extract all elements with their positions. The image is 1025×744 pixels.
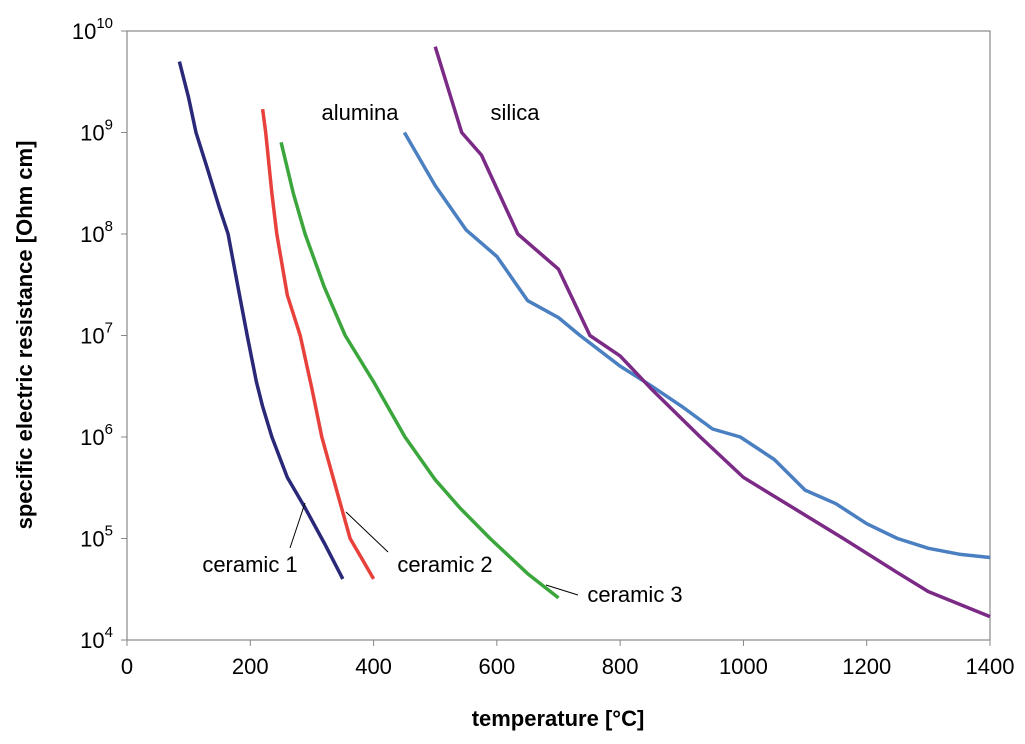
leader-line <box>545 584 579 596</box>
x-tick-label: 600 <box>478 654 515 679</box>
y-tick-label: 109 <box>80 117 113 146</box>
x-axis-label: temperature [°C] <box>472 706 645 731</box>
line-series <box>279 141 560 600</box>
y-tick-base: 10 <box>80 222 104 247</box>
y-tick-exponent: 4 <box>105 624 113 641</box>
y-tick-base: 10 <box>80 121 104 146</box>
y-tick-base: 10 <box>80 628 104 653</box>
series-label: alumina <box>321 100 399 125</box>
x-tick-label: 800 <box>602 654 639 679</box>
x-tick-label: 1200 <box>842 654 891 679</box>
y-tick-exponent: 9 <box>105 117 113 134</box>
x-tick-label: 200 <box>232 654 269 679</box>
y-tick-label: 1010 <box>72 15 113 44</box>
y-tick-label: 104 <box>80 624 113 653</box>
x-tick-label: 400 <box>355 654 392 679</box>
series-label: ceramic 1 <box>202 552 297 577</box>
series-label: ceramic 3 <box>587 582 682 607</box>
line-series <box>402 131 991 560</box>
leader-line <box>289 502 306 549</box>
y-axis-label: specific electric resistance [Ohm cm] <box>12 141 37 530</box>
y-tick-exponent: 5 <box>105 523 113 540</box>
y-tick-exponent: 8 <box>105 218 113 235</box>
y-tick-base: 10 <box>80 527 104 552</box>
y-tick-base: 10 <box>72 19 96 44</box>
x-tick-label: 1000 <box>719 654 768 679</box>
y-tick-exponent: 10 <box>96 15 113 32</box>
y-tick-label: 108 <box>80 218 113 247</box>
y-tick-base: 10 <box>80 324 104 349</box>
y-tick-base: 10 <box>80 425 104 450</box>
series-label: ceramic 2 <box>397 552 492 577</box>
series-label: silica <box>491 100 541 125</box>
line-series <box>433 46 991 619</box>
leader-line <box>345 511 389 553</box>
y-tick-label: 107 <box>80 320 113 349</box>
x-tick-label: 1400 <box>966 654 1015 679</box>
y-tick-exponent: 6 <box>105 421 113 438</box>
line-series <box>177 61 345 580</box>
y-tick-exponent: 7 <box>105 320 113 337</box>
y-tick-label: 106 <box>80 421 113 450</box>
y-tick-label: 105 <box>80 523 113 552</box>
x-tick-label: 0 <box>121 654 133 679</box>
line-series <box>260 108 376 580</box>
